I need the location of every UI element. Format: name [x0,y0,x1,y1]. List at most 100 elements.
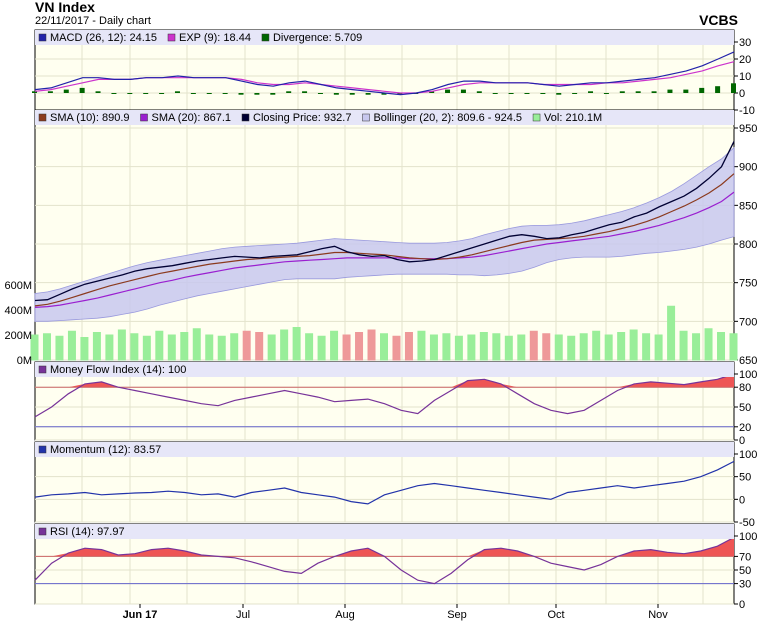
y-tick-label: 50 [739,472,751,484]
volume-bar [317,335,326,361]
overbought-fill [35,374,734,388]
volume-bar [417,330,426,361]
volume-bar [542,333,551,361]
x-tick-label: Jul [236,609,250,621]
volume-bar [330,330,339,361]
y-tick-label: 100 [739,369,757,381]
volume-bar [442,333,451,361]
volume-bar [492,333,501,361]
legend-swatch [532,113,541,122]
divergence-bar [556,93,562,95]
divergence-bar [143,93,149,94]
divergence-bar [254,93,260,95]
volume-bar [130,333,139,361]
divergence-bar [222,93,228,94]
legend-swatch [38,33,47,42]
divergence-bar [540,93,546,94]
volume-tick-label: 200M [4,330,32,342]
bollinger-band [34,146,735,322]
divergence-bar [174,91,180,93]
volume-bar [367,329,376,361]
volume-bar [642,333,651,361]
legend-bar [35,110,734,125]
volume-bar [717,332,726,361]
y-tick-label: 100 [739,531,757,543]
x-tick-label: Nov [648,609,668,621]
divergence-bar [667,89,673,93]
divergence-bar [635,91,641,93]
legend-label: Money Flow Index (14): 100 [50,364,186,376]
divergence-bar [429,91,435,93]
divergence-bar [508,93,514,94]
rsi-line [34,536,735,585]
volume-bar [55,335,64,361]
divergence-bar [47,91,53,93]
divergence-bar [524,93,530,94]
volume-bar [479,332,488,361]
volume-bar [255,332,264,361]
x-tick-label: Jun 17 [123,609,158,621]
legend-swatch [38,113,47,122]
provider-label: VCBS [699,12,738,28]
divergence-bar [286,91,292,93]
divergence-bar [159,93,165,94]
sma10-line [34,173,735,307]
divergence-bar [476,91,482,93]
volume-bar [529,330,538,361]
volume-bar [80,337,89,361]
volume-bar [654,334,663,361]
y-tick-label: 80 [739,382,751,394]
volume-bar [454,335,463,361]
volume-bar [679,330,688,361]
divergence-bar [572,93,578,94]
divergence-bar [492,93,498,94]
y-tick-label: 20 [739,54,751,66]
volume-bar [42,333,51,361]
divergence-bar [365,93,371,95]
y-tick-label: 700 [739,316,757,328]
divergence-bar [111,93,117,94]
y-tick-label: 0 [739,88,745,100]
volume-bar [67,330,76,361]
volume-bar [205,334,214,361]
divergence-bar [731,83,736,93]
volume-bar [392,335,401,361]
y-tick-label: 800 [739,239,757,251]
legend-label: Closing Price: 932.7 [253,112,351,124]
divergence-bar [651,91,657,93]
volume-bar [180,332,189,361]
divergence-bar [190,93,196,94]
overbought-fill [35,537,734,557]
legend-bar [35,362,734,377]
divergence-bar [238,93,244,95]
closing-price-line [34,141,735,302]
legend-bar [35,442,734,457]
y-tick-label: 70 [739,551,751,563]
y-tick-label: 900 [739,162,757,174]
volume-bar [267,334,276,361]
volume-bar [729,333,738,361]
volume-bar [230,333,239,361]
y-tick-label: -50 [739,517,755,529]
legend-bar [35,30,734,45]
legend-swatch [38,527,47,536]
volume-bar [167,334,176,361]
sma20-line [34,191,735,308]
volume-bar [92,332,101,361]
volume-bar [117,329,126,361]
divergence-bar [317,93,323,94]
volume-bar [467,334,476,361]
divergence-bar [619,91,625,93]
legend-label: Divergence: 5.709 [273,32,362,44]
volume-bar [380,333,388,361]
volume-bar [155,330,164,361]
legend-bar [35,524,734,539]
volume-bar [604,334,613,361]
volume-tick-label: 0M [17,355,32,367]
legend-swatch [38,445,47,454]
divergence-bar [63,89,69,93]
y-tick-label: 650 [739,355,757,367]
divergence-bar [715,86,721,93]
volume-bar [292,327,301,361]
